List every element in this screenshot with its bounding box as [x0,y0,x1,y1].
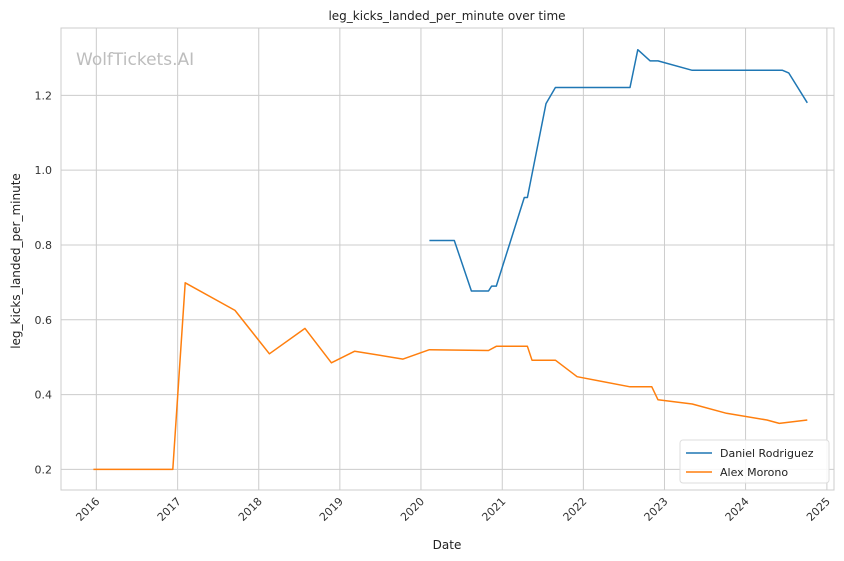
x-tick-label: 2020 [398,495,427,524]
x-tick-label: 2024 [723,495,752,524]
y-tick-label: 0.4 [35,389,53,402]
x-tick-label: 2016 [73,495,102,524]
x-tick-label: 2019 [317,495,346,524]
y-tick-label: 0.8 [35,239,53,252]
y-tick-label: 0.6 [35,314,53,327]
watermark: WolfTickets.AI [76,50,194,70]
series-line-0 [429,48,808,292]
grid [61,28,834,490]
x-tick-label: 2017 [155,495,184,524]
x-tick-label: 2018 [236,495,265,524]
x-axis-label: Date [433,538,462,552]
series-lines [93,48,808,471]
x-tick-label: 2023 [642,495,671,524]
legend-label-1: Alex Morono [720,466,788,479]
chart-title: leg_kicks_landed_per_minute over time [328,9,565,23]
y-axis-label: leg_kicks_landed_per_minute [9,173,23,349]
y-tick-label: 1.2 [35,89,53,102]
x-tick-label: 2021 [479,495,508,524]
plot-area-frame [60,27,835,491]
series-line-1 [93,282,808,471]
legend: Daniel Rodriguez Alex Morono [679,439,830,484]
y-tick-label: 0.2 [35,463,53,476]
legend-label-0: Daniel Rodriguez [720,447,814,460]
y-tick-label: 1.0 [35,164,53,177]
x-tick-label: 2022 [560,495,589,524]
legend-box [679,439,830,484]
x-tick-label: 2025 [804,495,833,524]
